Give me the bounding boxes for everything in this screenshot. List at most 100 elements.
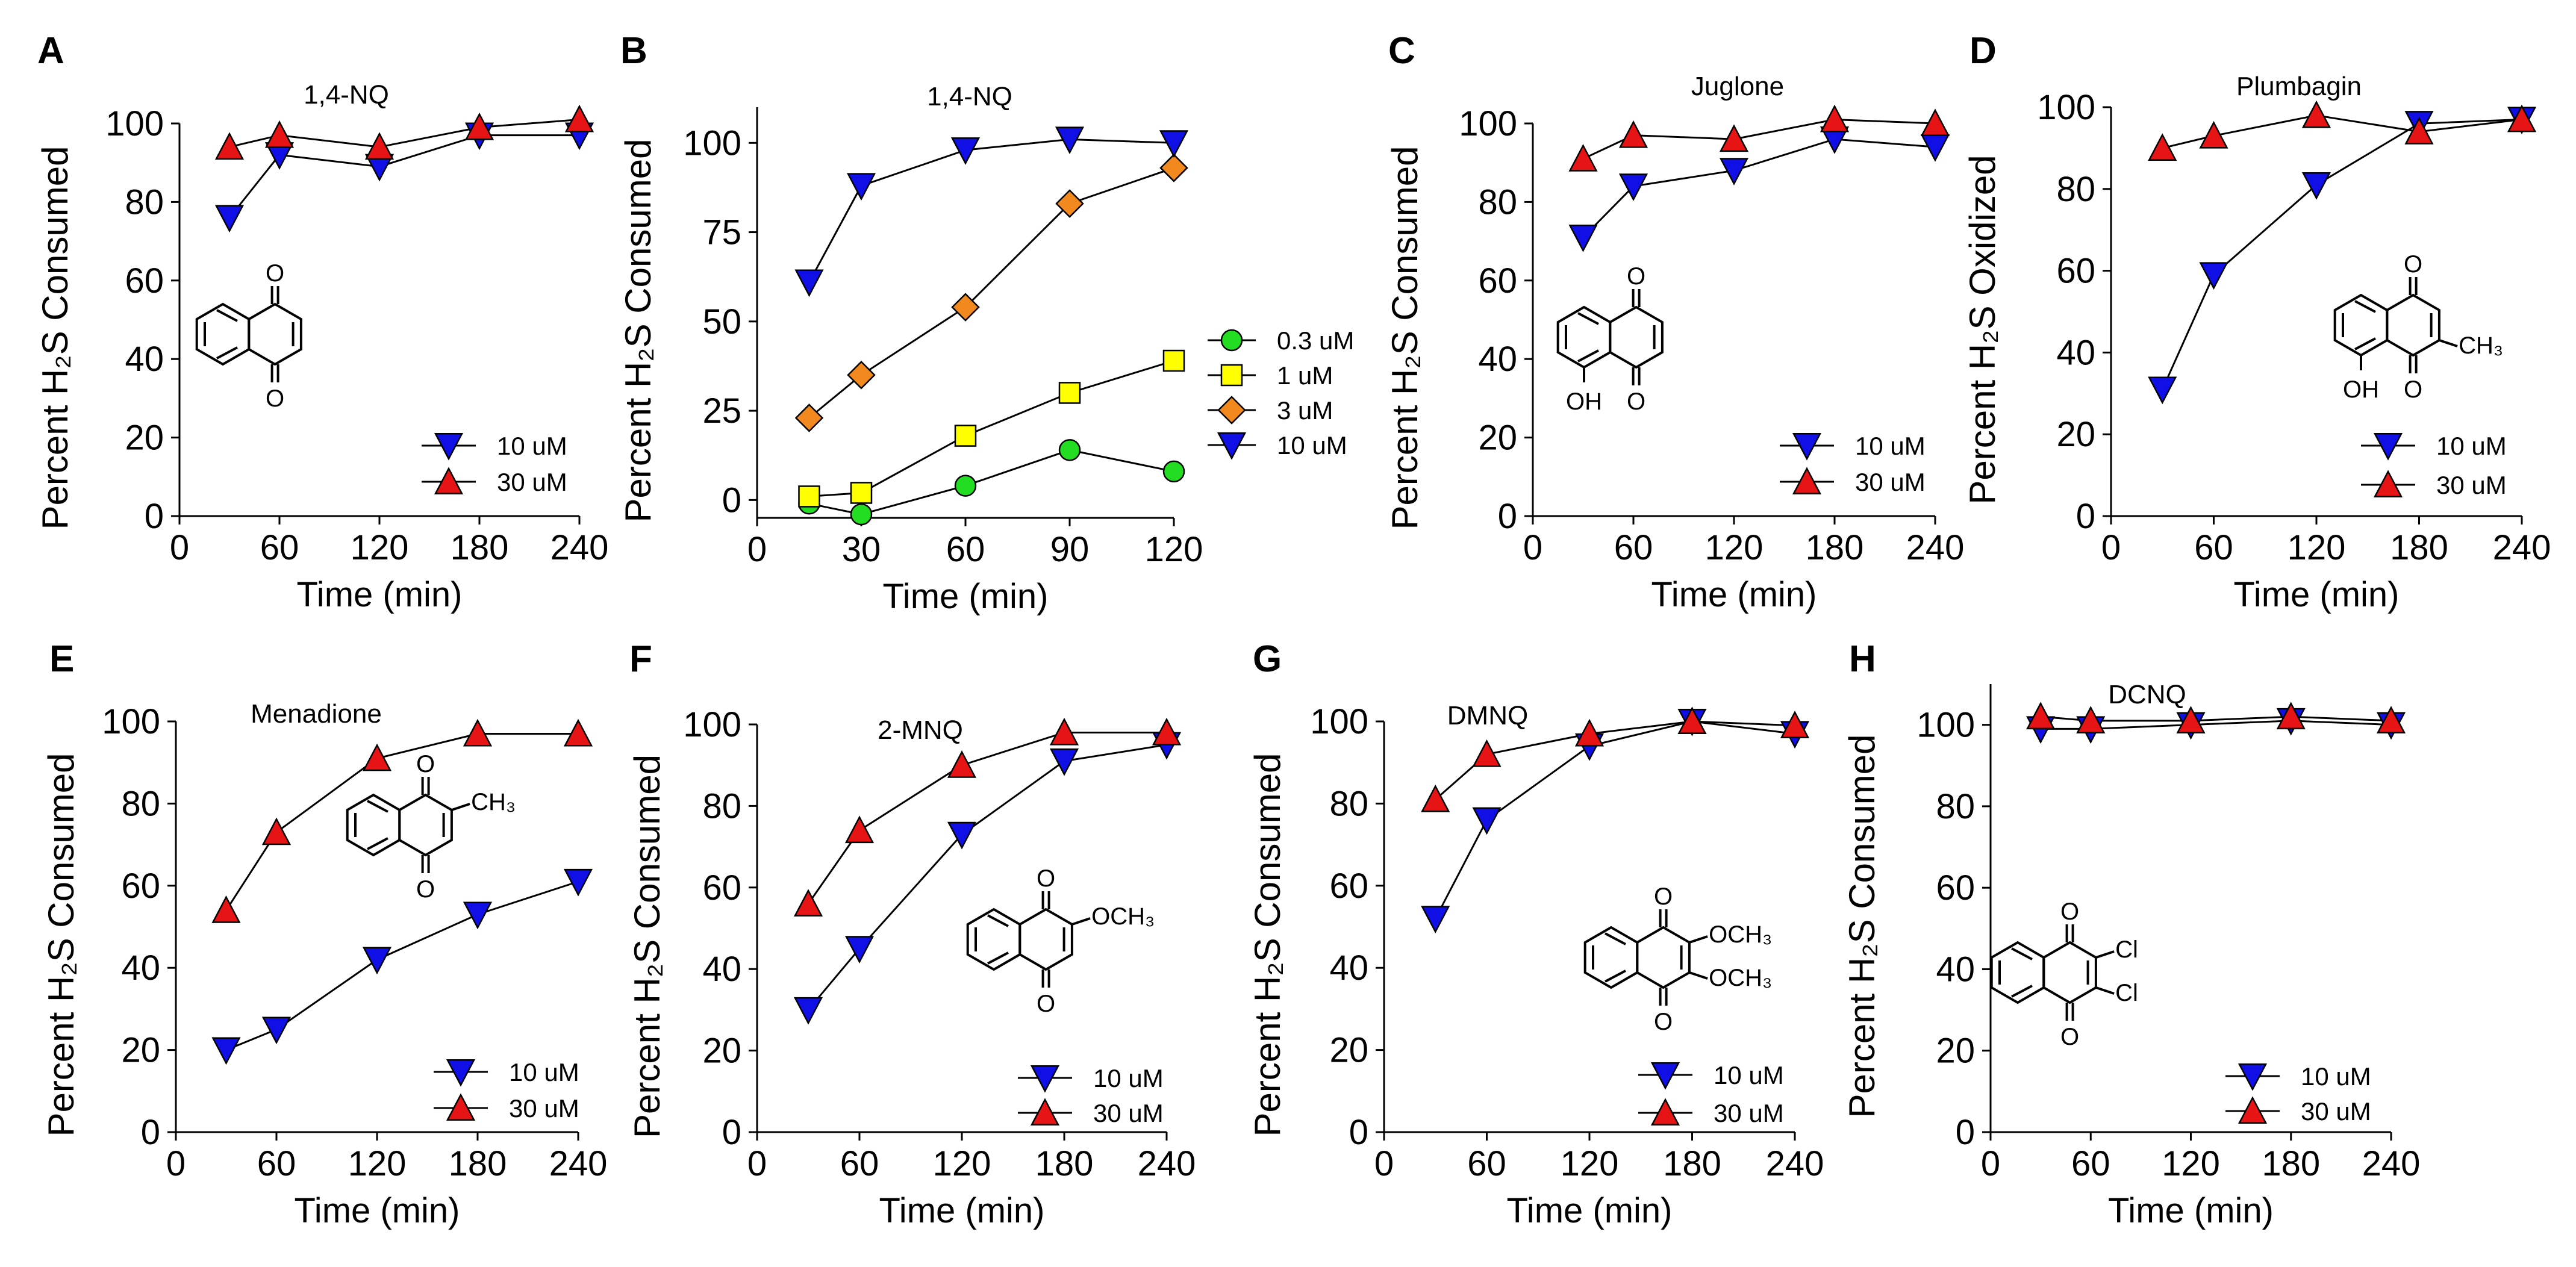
data-point [1049, 717, 1079, 746]
atom-label: O [2404, 251, 2422, 278]
x-axis-label: Time (min) [1651, 575, 1817, 614]
data-point [211, 895, 241, 923]
double-bond [216, 309, 238, 322]
data-point [1618, 173, 1648, 202]
data-point [1568, 143, 1598, 172]
y-tick-label: 100 [683, 705, 741, 744]
x-tick-label: 0 [166, 1144, 186, 1183]
atom-label: CH₃ [471, 789, 516, 815]
y-tick-label: 60 [1329, 867, 1368, 906]
data-point [261, 1016, 292, 1045]
data-point [1049, 748, 1079, 776]
x-tick-label: 60 [840, 1144, 879, 1183]
legend-label: 10 uM [497, 432, 567, 460]
data-point [1719, 124, 1749, 152]
y-tick-label: 60 [125, 261, 164, 300]
data-point [1159, 154, 1188, 182]
data-point [1574, 718, 1605, 747]
legend-label: 1 uM [1277, 361, 1333, 390]
data-point [1780, 711, 1810, 738]
legend-marker [1650, 1062, 1680, 1090]
x-tick-label: 180 [451, 528, 509, 567]
structure-drawing: O O OH CH₃ [2333, 251, 2503, 403]
data-point [1159, 130, 1189, 158]
y-axis-label: Percent H₂S Consumed [1385, 146, 1425, 530]
data-point [1058, 439, 1081, 461]
double-bond [2011, 947, 2033, 960]
substituent-bond [1689, 935, 1708, 944]
substituent-bond [1071, 917, 1091, 926]
y-tick-label: 50 [702, 302, 741, 341]
data-point [264, 120, 295, 148]
y-tick-label: 60 [1936, 868, 1975, 907]
data-point [214, 205, 245, 233]
x-tick-label: 0 [170, 528, 189, 567]
x-axis-label: Time (min) [883, 577, 1049, 616]
panel-a: A 1,4-NQ 0 60 120 180 240 0 20 40 60 80 100 Time (min… [35, 30, 608, 614]
y-tick-label: 80 [121, 784, 160, 823]
x-tick-label: 30 [842, 530, 881, 569]
data-point [951, 293, 980, 322]
y-axis-label: Percent H₂S Consumed [41, 753, 81, 1137]
data-point [1152, 717, 1182, 746]
substituent-bond [2439, 339, 2458, 347]
atom-label: O [416, 876, 435, 903]
x-tick-label: 0 [747, 1144, 767, 1183]
data-point [364, 132, 395, 160]
y-tick-label: 100 [683, 123, 741, 163]
y-tick-label: 40 [121, 948, 160, 988]
legend-marker [434, 467, 464, 495]
data-point [2026, 702, 2056, 730]
x-axis-label: Time (min) [297, 575, 463, 614]
data-point [954, 425, 977, 447]
y-tick-label: 100 [2037, 88, 2095, 127]
double-bond [987, 951, 1009, 965]
data-point [2176, 706, 2206, 733]
legend-marker [1030, 1065, 1060, 1093]
data-point [794, 403, 824, 432]
data-point [1055, 126, 1085, 155]
legend-label: 30 uM [1093, 1099, 1164, 1127]
legend-label: 10 uM [1855, 432, 1926, 460]
panel-letter: C [1388, 30, 1415, 72]
x-tick-label: 240 [549, 1144, 608, 1183]
x-tick-label: 120 [933, 1144, 991, 1183]
x-tick-label: 0 [1523, 528, 1542, 567]
quinone-ring [1636, 926, 1691, 989]
data-point [793, 889, 823, 917]
panel-b: B 1,4-NQ 0 30 60 90 120 0 25 50 75 100 Time (min) Per… [618, 30, 1354, 616]
x-tick-label: 180 [1806, 528, 1864, 567]
data-point [464, 112, 494, 140]
y-tick-label: 40 [1478, 340, 1517, 379]
data-point [954, 475, 977, 497]
y-tick-label: 0 [722, 481, 741, 520]
y-tick-label: 60 [702, 868, 741, 907]
quinone-ring [2386, 293, 2440, 357]
substituent-bond [1689, 971, 1708, 980]
panel-f: F 2-MNQ 0 60 120 180 240 0 20 40 60 80 100 Time (min)… [627, 638, 1196, 1230]
y-tick-label: 40 [702, 950, 741, 989]
data-point [2301, 172, 2331, 200]
y-tick-label: 20 [121, 1031, 160, 1070]
data-point [1920, 108, 1950, 137]
data-point [2376, 706, 2406, 733]
y-axis-label: Percent H₂S Consumed [618, 139, 658, 523]
data-point [362, 947, 392, 975]
double-bond [1577, 349, 1599, 363]
data-point [1677, 706, 1707, 735]
data-point [211, 1037, 241, 1065]
substituent-bond [2095, 950, 2115, 959]
data-point [563, 718, 593, 747]
legend-label: 3 uM [1277, 396, 1333, 425]
x-tick-label: 120 [351, 528, 409, 567]
legend-marker [1030, 1098, 1060, 1126]
atom-label: O [2060, 898, 2079, 925]
x-tick-label: 240 [1906, 528, 1965, 567]
x-tick-label: 240 [1138, 1144, 1196, 1183]
chart-title: 1,4-NQ [304, 80, 389, 110]
structure-drawing: O O CH₃ [346, 751, 516, 903]
x-axis-label: Time (min) [295, 1191, 460, 1230]
chart-title: 2-MNQ [878, 715, 963, 745]
x-tick-label: 240 [2362, 1144, 2421, 1183]
x-tick-label: 180 [1663, 1144, 1721, 1183]
